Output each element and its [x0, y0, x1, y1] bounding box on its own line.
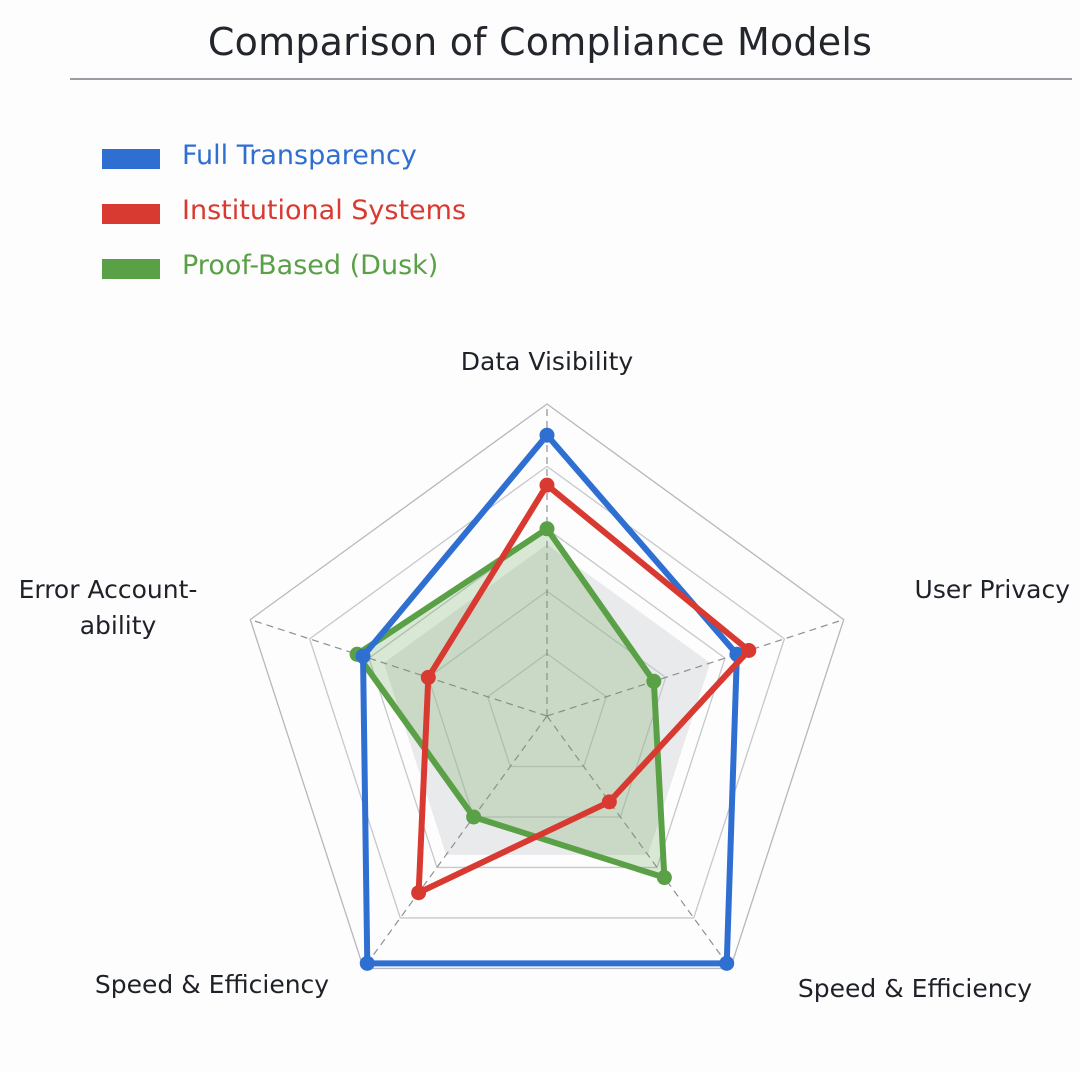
series-line-proof-based-dusk	[354, 525, 668, 881]
legend-swatch-institutional-systems	[102, 204, 160, 224]
series-point-full-transparency-0	[539, 427, 555, 443]
series-point-institutional-systems-4	[420, 669, 436, 685]
chart-title: Comparison of Compliance Models	[207, 20, 873, 64]
legend-label-proof-based: Proof-Based (Dusk)	[182, 250, 439, 281]
radar-grid-ring	[308, 465, 786, 919]
series-point-proof-based-dusk-1	[646, 673, 662, 689]
radar-spoke	[363, 715, 548, 969]
axis-label-2: Speed & Efficiency	[798, 974, 1032, 1003]
radar-grid-ring	[368, 527, 726, 869]
radar-spoke	[250, 619, 548, 717]
legend-label-full-transparency: Full Transparency	[182, 140, 417, 171]
series-point-full-transparency-4	[355, 648, 371, 664]
series-point-full-transparency-3	[359, 955, 375, 971]
radar-grid-ring	[486, 652, 608, 768]
series-point-proof-based-dusk-0	[539, 521, 555, 537]
radar-grid-ring	[249, 403, 845, 970]
series-point-proof-based-dusk-3	[466, 809, 482, 825]
title-divider	[70, 78, 1072, 80]
legend-label-institutional-systems: Institutional Systems	[182, 195, 467, 226]
series-line-institutional-systems	[415, 482, 752, 896]
axis-label-1: User Privacy	[915, 575, 1071, 604]
series-point-proof-based-dusk-2	[656, 870, 672, 886]
radar-spoke	[546, 619, 844, 717]
radar-spoke	[546, 715, 731, 969]
legend-swatch-full-transparency	[102, 149, 160, 169]
legend-swatch-proof-based	[102, 259, 160, 279]
axis-label-0: Data Visibility	[461, 347, 634, 376]
series-point-full-transparency-2	[719, 955, 735, 971]
series-point-institutional-systems-3	[411, 885, 427, 901]
series-point-institutional-systems-0	[539, 477, 555, 493]
axis-label-3: Speed & Efficiency	[95, 970, 329, 999]
radar-grid-ring	[427, 590, 667, 818]
series-point-institutional-systems-1	[741, 642, 757, 658]
series-point-institutional-systems-2	[601, 794, 617, 810]
axis-label-4: Error Account-ability	[19, 575, 198, 640]
